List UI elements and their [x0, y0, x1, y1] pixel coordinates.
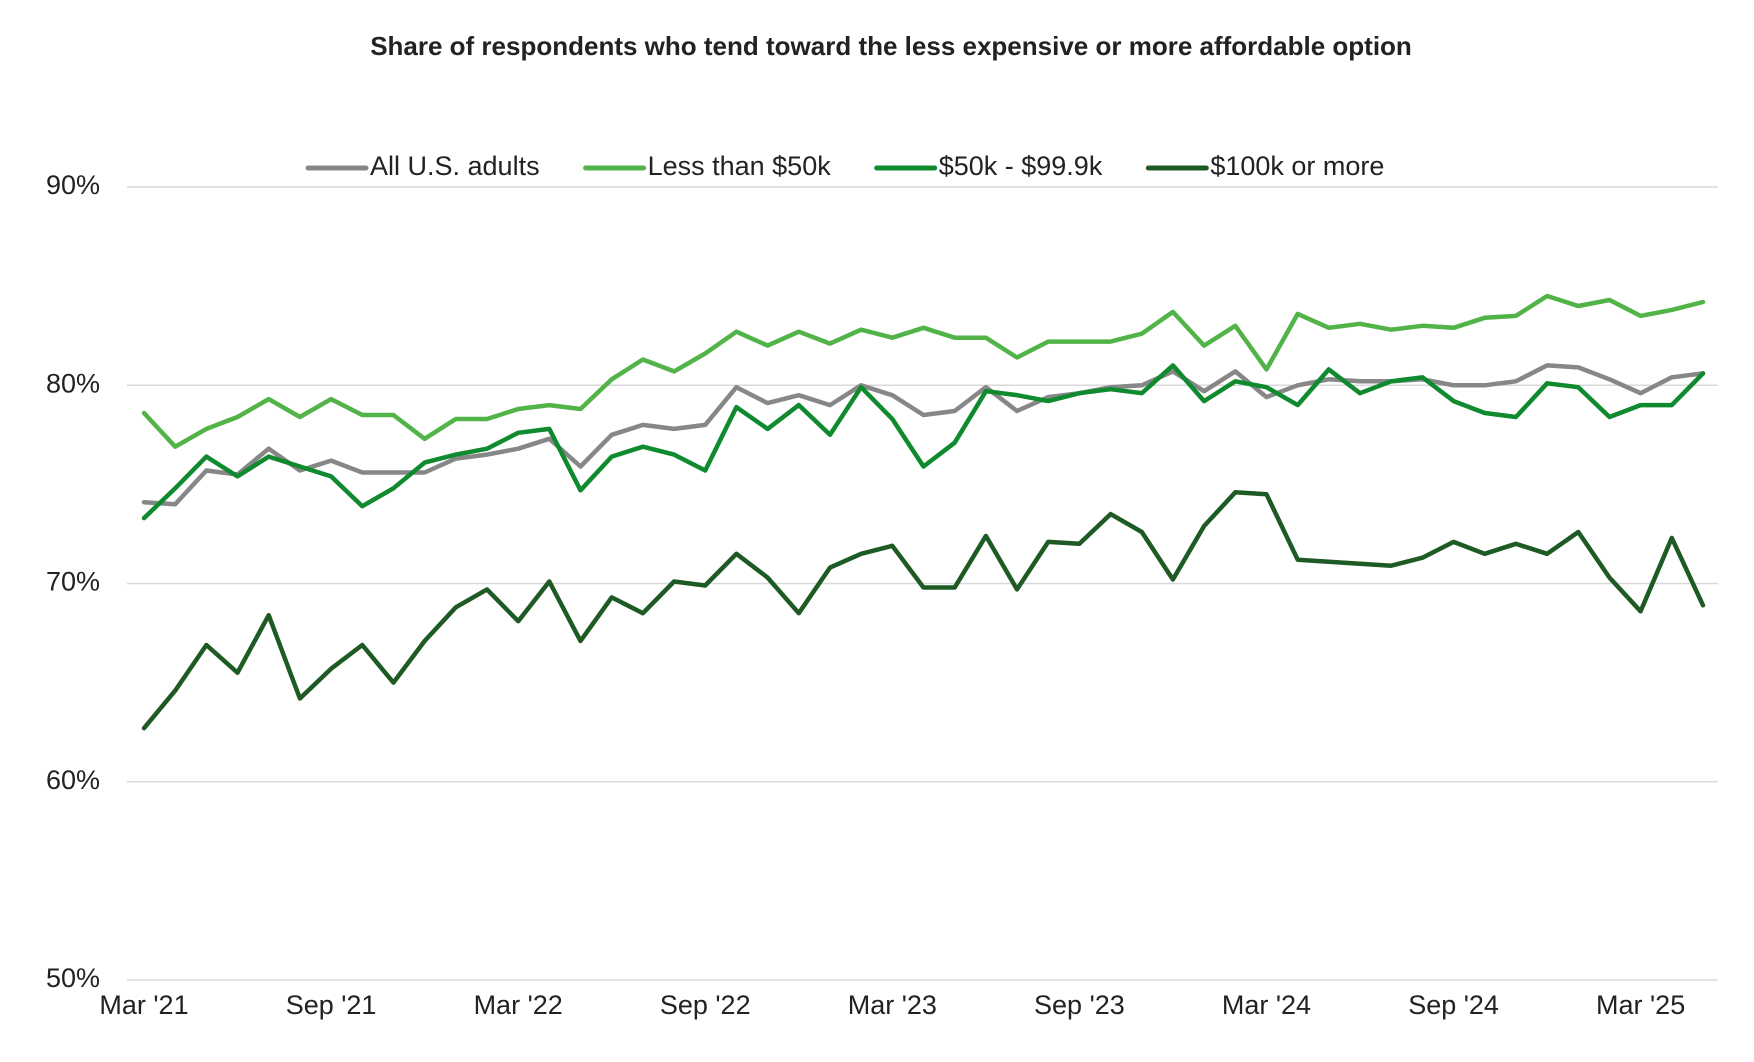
x-tick-label: Mar '21 — [99, 990, 188, 1020]
x-tick-label: Mar '25 — [1596, 990, 1685, 1020]
series-line — [141, 363, 1706, 507]
series-line — [141, 293, 1706, 449]
legend-label: $100k or more — [1210, 151, 1384, 181]
x-tick-label: Mar '24 — [1222, 990, 1311, 1020]
x-tick-label: Sep '22 — [660, 990, 751, 1020]
x-tick-label: Mar '23 — [848, 990, 937, 1020]
y-tick-label: 80% — [46, 368, 100, 398]
y-tick-label: 50% — [46, 963, 100, 993]
chart-title: Share of respondents who tend toward the… — [370, 31, 1412, 61]
series-line — [141, 363, 1706, 521]
y-tick-label: 90% — [46, 170, 100, 200]
y-tick-label: 60% — [46, 765, 100, 795]
y-tick-label: 70% — [46, 567, 100, 597]
x-tick-label: Sep '21 — [286, 990, 377, 1020]
x-tick-label: Sep '24 — [1408, 990, 1499, 1020]
x-tick-label: Mar '22 — [474, 990, 563, 1020]
legend-label: Less than $50k — [648, 151, 832, 181]
series-line — [141, 490, 1706, 731]
x-tick-label: Sep '23 — [1034, 990, 1125, 1020]
legend-label: All U.S. adults — [370, 151, 540, 181]
legend-label: $50k - $99.9k — [939, 151, 1103, 181]
